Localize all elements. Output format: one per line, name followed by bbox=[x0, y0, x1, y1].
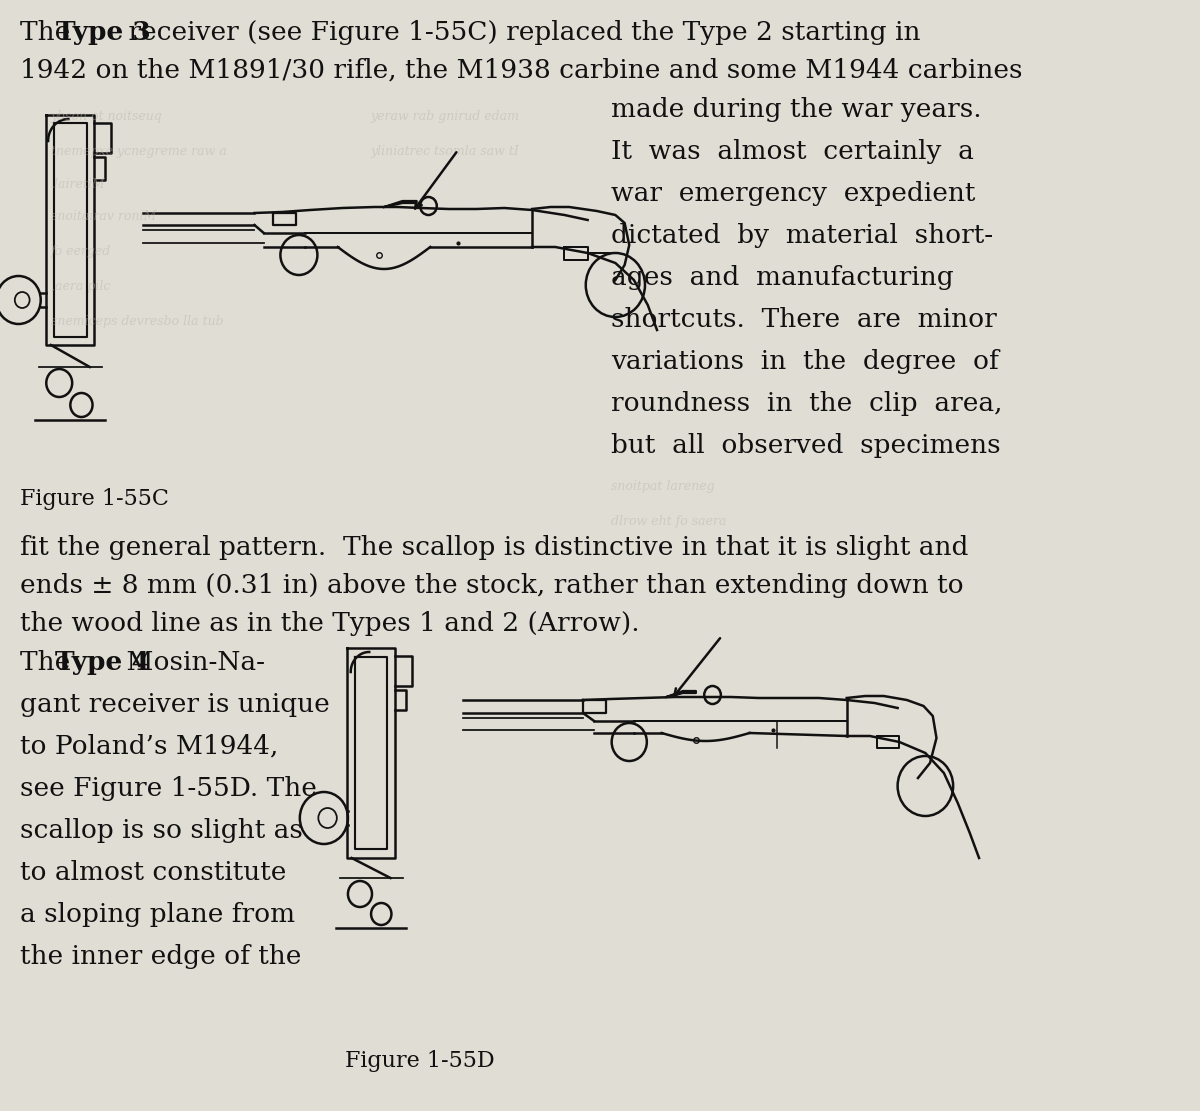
Text: Type 4: Type 4 bbox=[54, 650, 150, 675]
Text: scallop is so slight as: scallop is so slight as bbox=[20, 818, 304, 843]
Text: ages  and  manufacturing: ages and manufacturing bbox=[611, 266, 954, 290]
Text: the wood line as in the Types 1 and 2 (Arrow).: the wood line as in the Types 1 and 2 (A… bbox=[20, 611, 640, 635]
Text: yliniatrec tsomla saw tI: yliniatrec tsomla saw tI bbox=[370, 146, 520, 158]
Text: roundness  in  the  clip  area,: roundness in the clip area, bbox=[611, 391, 1002, 416]
Text: to Poland’s M1944,: to Poland’s M1944, bbox=[20, 734, 278, 759]
Text: see Figure 1-55D. The: see Figure 1-55D. The bbox=[20, 775, 317, 801]
Text: tnemepxe ycnegreme raw a: tnemepxe ycnegreme raw a bbox=[50, 146, 227, 158]
Text: gant receiver is unique: gant receiver is unique bbox=[20, 692, 330, 717]
Text: made during the war years.: made during the war years. bbox=[611, 97, 982, 122]
Text: a sloping plane from: a sloping plane from bbox=[20, 902, 295, 927]
Text: shortcuts.  There  are  minor: shortcuts. There are minor bbox=[611, 307, 996, 332]
Text: but  all  observed  specimens: but all observed specimens bbox=[611, 433, 1001, 458]
Text: the inner edge of the: the inner edge of the bbox=[20, 944, 301, 969]
Text: dlrow eht fo saera: dlrow eht fo saera bbox=[611, 516, 726, 528]
Text: yeraw rab gnirud edam: yeraw rab gnirud edam bbox=[370, 110, 520, 123]
Text: Figure 1-55D: Figure 1-55D bbox=[346, 1050, 494, 1072]
Text: fit the general pattern.  The scallop is distinctive in that it is slight and: fit the general pattern. The scallop is … bbox=[20, 536, 968, 560]
Text: ybson ot noitseuq: ybson ot noitseuq bbox=[50, 110, 163, 123]
Text: .lairetiM: .lairetiM bbox=[50, 178, 106, 191]
Text: ends ± 8 mm (0.31 in) above the stock, rather than extending down to: ends ± 8 mm (0.31 in) above the stock, r… bbox=[20, 573, 964, 598]
Text: Type 3: Type 3 bbox=[55, 20, 150, 46]
Text: dictated  by  material  short-: dictated by material short- bbox=[611, 223, 992, 248]
Text: The: The bbox=[20, 20, 79, 46]
Text: receiver (see Figure 1-55C) replaced the Type 2 starting in: receiver (see Figure 1-55C) replaced the… bbox=[120, 20, 920, 46]
Text: snoitpat lareneg: snoitpat lareneg bbox=[611, 480, 714, 493]
Text: snemiceps devresbo lla tub: snemiceps devresbo lla tub bbox=[50, 316, 223, 328]
Text: war  emergency  expedient: war emergency expedient bbox=[611, 181, 976, 206]
Text: fo eerged: fo eerged bbox=[50, 246, 112, 258]
Text: ,aera pilc: ,aera pilc bbox=[50, 280, 110, 293]
Text: It  was  almost  certainly  a: It was almost certainly a bbox=[611, 139, 973, 164]
Text: to almost constitute: to almost constitute bbox=[20, 860, 287, 885]
Text: variations  in  the  degree  of: variations in the degree of bbox=[611, 349, 998, 374]
Text: Figure 1-55C: Figure 1-55C bbox=[20, 488, 169, 510]
Text: snoitairav roniM: snoitairav roniM bbox=[50, 210, 156, 223]
Text: The: The bbox=[20, 650, 79, 675]
Text: Mosin-Na-: Mosin-Na- bbox=[118, 650, 264, 675]
Text: 1942 on the M1891/30 rifle, the M1938 carbine and some M1944 carbines: 1942 on the M1891/30 rifle, the M1938 ca… bbox=[20, 58, 1022, 83]
